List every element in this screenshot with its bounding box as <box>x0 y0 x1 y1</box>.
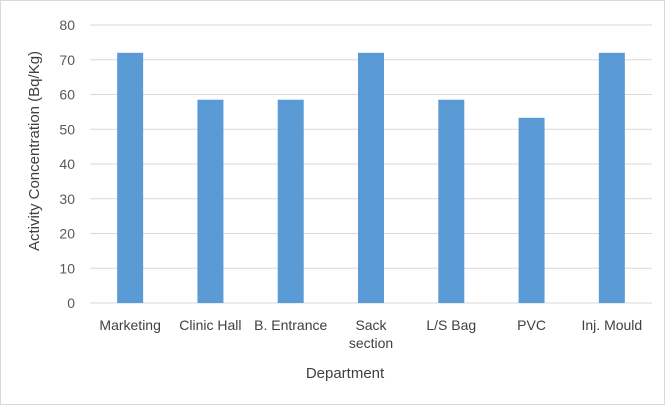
bar <box>277 99 304 304</box>
y-tick-label: 10 <box>59 260 75 276</box>
x-tick-label-line: L/S Bag <box>426 317 476 333</box>
y-tick-label: 60 <box>59 87 75 103</box>
y-tick-label: 0 <box>67 295 75 311</box>
y-tick-label: 50 <box>59 121 75 137</box>
x-tick-label-line: Clinic Hall <box>179 317 241 333</box>
x-tick-label: Marketing <box>99 317 160 333</box>
x-tick-label: Inj. Mould <box>582 317 643 333</box>
x-tick-label-line: Marketing <box>99 317 160 333</box>
x-tick-label: Sack section <box>349 317 393 351</box>
bar <box>358 52 384 303</box>
x-tick-label-line: PVC <box>517 317 546 333</box>
y-tick-label: 80 <box>59 17 75 33</box>
x-tick-label: PVC <box>517 317 546 333</box>
bar <box>117 52 144 303</box>
x-axis-ticks: Marketing Clinic Hall B. Entrance Sack secti… <box>99 317 642 351</box>
bar <box>598 52 625 303</box>
bar <box>518 117 545 303</box>
y-tick-label: 20 <box>59 226 75 242</box>
x-tick-label: B. Entrance <box>254 317 327 333</box>
x-axis-title: Department <box>306 365 385 382</box>
y-axis-title: Activity Concentration (Bq/Kg) <box>26 51 43 251</box>
y-tick-label: 70 <box>59 52 75 68</box>
x-tick-label-line: section <box>349 335 393 351</box>
bar <box>197 99 224 304</box>
x-tick-label-line: Inj. Mould <box>582 317 643 333</box>
y-axis-ticks: 0 10 20 30 40 50 60 70 80 <box>59 17 75 311</box>
y-tick-label: 40 <box>59 156 75 172</box>
x-tick-label-line: B. Entrance <box>254 317 327 333</box>
x-tick-label-line: Sack <box>355 317 387 333</box>
y-tick-label: 30 <box>59 191 75 207</box>
x-tick-label: L/S Bag <box>426 317 476 333</box>
x-tick-label: Clinic Hall <box>179 317 241 333</box>
bars <box>117 52 625 304</box>
bar <box>438 99 465 304</box>
